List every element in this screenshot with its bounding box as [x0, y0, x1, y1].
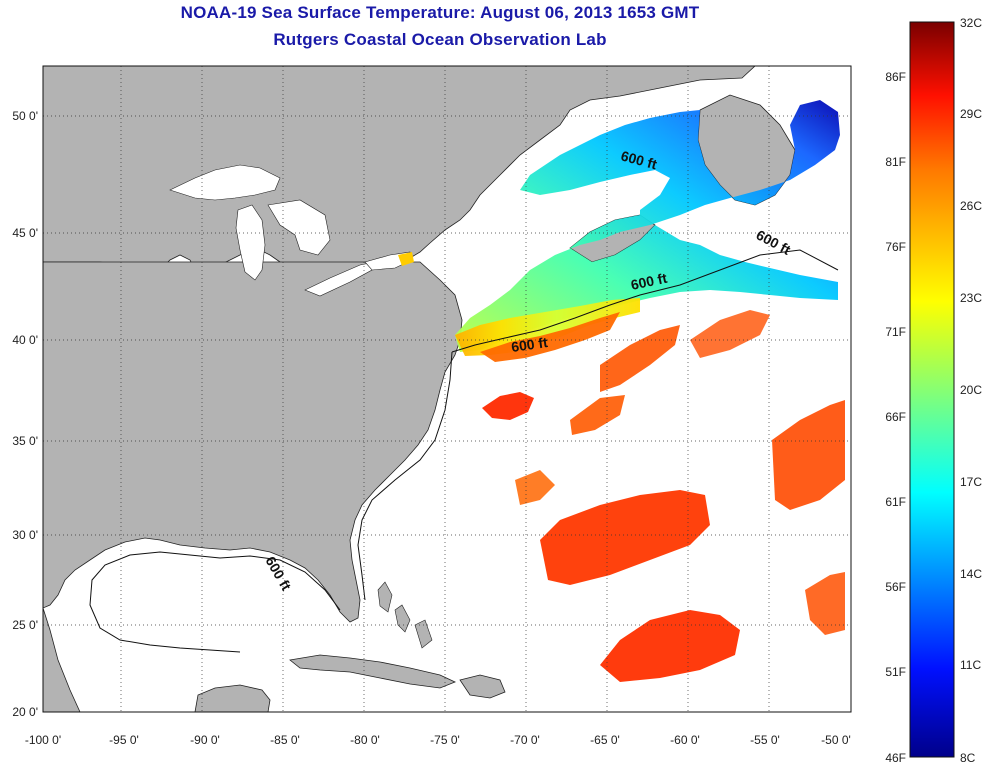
colorbar-f-label: 76F: [885, 240, 906, 254]
colorbar-c-label: 11C: [960, 658, 981, 672]
colorbar-c-label: 32C: [960, 16, 982, 30]
colorbar-c-label: 29C: [960, 107, 982, 121]
colorbar-f-label: 61F: [885, 495, 906, 509]
sst-warm-patch-8: [805, 572, 845, 635]
yucatan-land: [194, 684, 271, 712]
x-tick-label: -95 0': [109, 733, 139, 747]
mexico-land: [43, 607, 81, 712]
grid: [43, 66, 851, 712]
x-tick-label: -80 0': [350, 733, 380, 747]
colorbar-f-label: 86F: [885, 70, 906, 84]
sst-northern-shelf: [455, 100, 840, 352]
contour-600ft-shelf-south: [357, 351, 453, 601]
x-tick-label: -70 0': [510, 733, 540, 747]
colorbar: [909, 21, 955, 758]
y-tick-label: 25 0': [12, 618, 38, 632]
colorbar-c-label: 23C: [960, 291, 982, 305]
y-axis: 50 0' 45 0' 40 0' 35 0' 30 0' 25 0' 20 0…: [12, 109, 38, 719]
x-tick-label: -75 0': [430, 733, 460, 747]
colorbar-f-label: 56F: [885, 580, 906, 594]
cuba-land: [289, 654, 457, 689]
lake-superior: [169, 164, 281, 201]
contour-label: 600 ft: [510, 334, 549, 355]
lake-huron: [267, 199, 331, 256]
sst-warm-patch-5: [540, 490, 710, 585]
colorbar-c-label: 14C: [960, 567, 982, 581]
sst-warm-patch-3: [570, 395, 625, 435]
colorbar-f-label: 81F: [885, 155, 906, 169]
bahamas-islands: [377, 581, 433, 649]
colorbar-f-label: 46F: [885, 751, 906, 765]
colorbar-celsius-labels: 32C 29C 26C 23C 20C 17C 14C 11C 8C: [960, 16, 982, 765]
lake-michigan: [235, 204, 266, 281]
colorbar-c-label: 17C: [960, 475, 982, 489]
y-tick-label: 30 0': [12, 528, 38, 542]
colorbar-c-label: 26C: [960, 199, 982, 213]
colorbar-c-label: 20C: [960, 383, 982, 397]
y-tick-label: 35 0': [12, 434, 38, 448]
sst-warm-patch-1: [482, 392, 534, 420]
contour-600ft-atlantic: [451, 249, 839, 353]
contour-600ft-gulf: [89, 551, 341, 653]
x-tick-label: -50 0': [821, 733, 851, 747]
map-subtitle: Rutgers Coastal Ocean Observation Lab: [273, 30, 607, 49]
map-title: NOAA-19 Sea Surface Temperature: August …: [180, 3, 700, 22]
x-tick-label: -55 0': [750, 733, 780, 747]
colorbar-c-label: 8C: [960, 751, 976, 765]
sst-warm-patch-6: [600, 610, 740, 682]
contour-label: 600 ft: [629, 270, 668, 293]
sst-warm-patch-9: [690, 310, 770, 358]
x-tick-label: -100 0': [25, 733, 61, 747]
lake-ontario-warm-spot: [398, 252, 414, 266]
colorbar-f-label: 66F: [885, 410, 906, 424]
y-tick-label: 20 0': [12, 705, 38, 719]
x-tick-label: -65 0': [590, 733, 620, 747]
sst-warm-patch-7: [772, 400, 845, 510]
x-tick-label: -90 0': [190, 733, 220, 747]
y-tick-label: 45 0': [12, 226, 38, 240]
hispaniola-land: [459, 674, 506, 699]
x-axis: -100 0' -95 0' -90 0' -85 0' -80 0' -75 …: [25, 733, 851, 747]
sst-gulfstream-warm: [480, 312, 620, 362]
y-tick-label: 50 0': [12, 109, 38, 123]
x-tick-label: -60 0': [670, 733, 700, 747]
map-frame: [42, 65, 852, 713]
sst-warm-patch-4: [515, 470, 555, 505]
colorbar-f-label: 71F: [885, 325, 906, 339]
colorbar-f-label: 51F: [885, 665, 906, 679]
x-tick-label: -85 0': [270, 733, 300, 747]
y-tick-label: 40 0': [12, 333, 38, 347]
sst-warm-patch-2: [600, 325, 680, 392]
colorbar-fahrenheit-labels: 86F 81F 76F 71F 66F 61F 56F 51F 46F: [885, 70, 906, 765]
eastern-us-land: [43, 261, 463, 623]
